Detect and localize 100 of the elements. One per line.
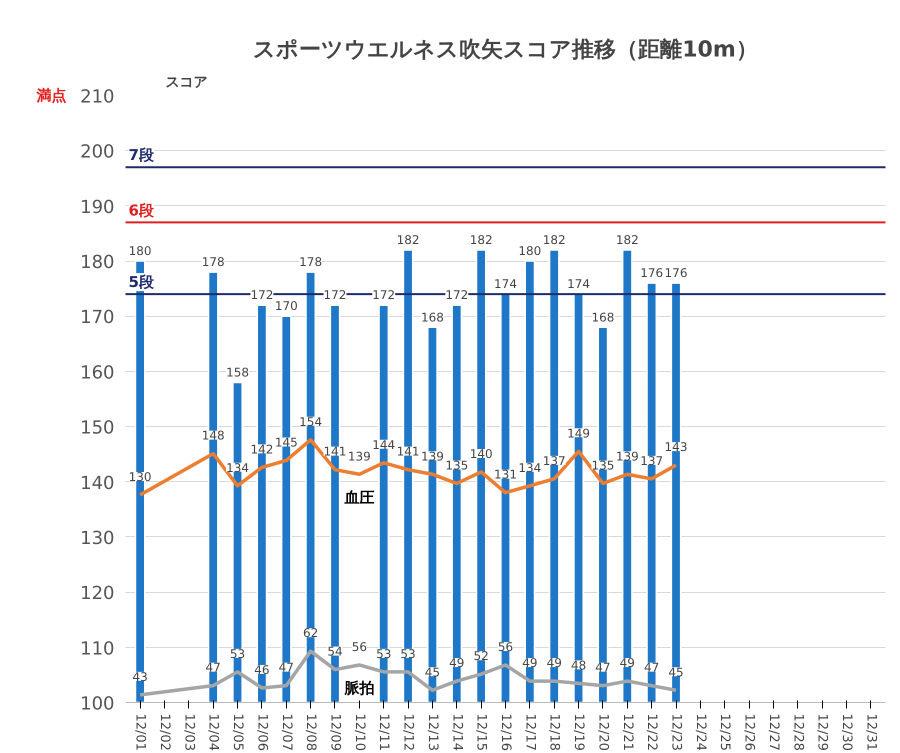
y-tick-label: 110 [80,638,115,660]
x-tick-label: 12/15 [474,714,489,751]
series-label: 脈拍 [343,678,374,697]
data-label: 174 [567,277,590,292]
data-label: 54 [327,644,343,659]
x-tick-label: 12/18 [546,714,562,751]
ref-line-label: 7段 [128,146,155,164]
x-tick-label: 12/04 [206,714,221,751]
data-label: 49 [522,656,538,670]
y-tick-label: 210 [80,86,115,108]
ref-line-label: 5段 [128,273,155,292]
data-label: 43 [132,670,148,684]
data-label: 148 [202,428,225,443]
x-tick-label: 12/26 [742,714,757,751]
chart-title: スポーツウエルネス吹矢スコア推移（距離10m） [253,38,758,62]
data-label: 139 [420,449,444,464]
x-tick-label: 12/14 [449,714,464,751]
x-tick-label: 12/22 [644,714,660,751]
x-tick-label: 12/08 [303,714,318,751]
x-tick-label: 12/24 [692,714,708,751]
data-label: 172 [445,288,468,302]
data-label: 47 [206,660,221,675]
data-label: 52 [474,649,489,664]
x-tick-label: 12/20 [595,714,610,751]
data-label: 176 [640,266,664,280]
x-tick-label: 12/13 [424,714,440,751]
data-label: 139 [348,449,371,464]
data-label: 137 [640,454,664,468]
y-tick-label: 130 [80,528,115,549]
data-label: 137 [542,454,566,468]
x-tick-label: 12/19 [571,714,586,751]
data-label: 130 [128,470,152,484]
data-label: 47 [278,660,294,675]
data-label: 142 [250,442,274,456]
data-label: 56 [352,640,367,654]
data-label: 56 [498,640,514,654]
series-label: 血圧 [343,488,374,506]
data-label: 131 [494,468,517,482]
data-label: 170 [274,299,298,314]
ref-line-label: 6段 [128,201,155,220]
x-tick-label: 12/11 [376,714,392,751]
x-tick-label: 12/28 [790,714,806,751]
data-label: 48 [570,658,586,672]
y-tick-label: 170 [80,307,115,328]
data-label: 141 [396,444,420,459]
x-tick-label: 12/02 [156,714,172,751]
x-tick-label: 12/12 [400,714,416,751]
data-label: 180 [518,244,542,258]
x-tick-label: 12/29 [814,714,830,751]
data-label: 178 [202,255,225,270]
x-tick-label: 12/01 [132,714,148,751]
y-tick-label: 100 [80,694,115,714]
y-tick-label: 200 [80,142,115,163]
data-label: 49 [620,656,635,670]
x-tick-label: 12/05 [230,714,246,751]
y-tick-label: 190 [80,196,115,218]
data-label: 141 [324,444,346,459]
data-label: 172 [324,288,346,302]
x-tick-label: 12/30 [839,714,854,751]
x-tick-label: 12/10 [352,714,367,751]
x-tick-label: 12/27 [766,714,781,751]
y-tick-label: 160 [80,362,115,384]
text: 満点 [36,86,66,104]
y-tick-label: 120 [80,583,115,604]
data-label: 134 [518,460,542,475]
data-label: 144 [372,438,396,452]
y-axis-title: スコア [166,74,208,90]
x-tick-label: 12/09 [327,714,342,751]
y-tick-label: 150 [80,418,115,439]
data-label: 182 [470,233,493,248]
data-label: 149 [567,426,590,440]
data-label: 135 [591,458,614,472]
data-label: 46 [254,662,270,677]
data-label: 182 [396,233,420,248]
data-label: 182 [616,233,639,248]
x-tick-label: 12/31 [863,714,878,751]
data-label: 139 [616,449,639,464]
data-label: 182 [542,233,566,248]
data-label: 145 [274,435,298,450]
x-tick-label: 12/07 [278,714,294,751]
x-tick-label: 12/16 [498,714,513,751]
data-label: 172 [250,288,274,302]
data-label: 47 [595,660,611,675]
data-label: 45 [668,665,684,680]
data-label: 135 [445,458,468,472]
data-label: 49 [449,656,464,670]
data-label: 178 [299,255,322,270]
data-label: 62 [302,626,318,640]
data-label: 174 [494,277,517,292]
x-tick-label: 12/17 [522,714,538,751]
data-label: 176 [664,266,688,280]
data-label: 49 [546,656,562,670]
y-tick-label: 140 [80,472,115,494]
x-tick-label: 12/23 [668,714,684,751]
data-label: 158 [226,365,250,380]
data-label: 140 [470,446,493,461]
data-label: 53 [230,646,246,661]
data-label: 143 [664,440,688,454]
data-label: 134 [226,460,250,475]
data-label: 180 [128,244,152,258]
